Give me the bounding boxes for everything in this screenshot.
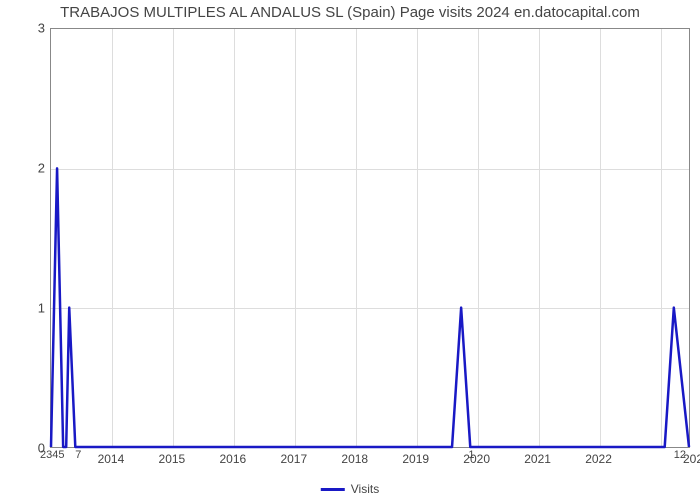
- x-tick-2016: 2016: [220, 452, 247, 466]
- chart-container: TRABAJOS MULTIPLES AL ANDALUS SL (Spain)…: [0, 0, 700, 500]
- x-tick-2017: 2017: [280, 452, 307, 466]
- point-label-1: 7: [75, 449, 81, 461]
- x-tick-2019: 2019: [402, 452, 429, 466]
- point-label-0: 2345: [40, 449, 64, 461]
- y-tick-3: 3: [5, 21, 45, 36]
- plot-area: 2345 7 1 12: [50, 28, 690, 448]
- y-tick-1: 1: [5, 301, 45, 316]
- line-chart-svg: [51, 29, 689, 447]
- x-tick-2015: 2015: [159, 452, 186, 466]
- x-tick-2018: 2018: [341, 452, 368, 466]
- legend-label: Visits: [351, 482, 379, 496]
- x-tick-2022: 2022: [585, 452, 612, 466]
- chart-title: TRABAJOS MULTIPLES AL ANDALUS SL (Spain)…: [0, 4, 700, 21]
- x-tick-right-edge: 202: [683, 452, 700, 466]
- x-tick-2014: 2014: [98, 452, 125, 466]
- legend: Visits: [321, 482, 379, 496]
- y-tick-2: 2: [5, 161, 45, 176]
- legend-swatch: [321, 488, 345, 491]
- x-tick-2021: 2021: [524, 452, 551, 466]
- series-line: [51, 168, 689, 447]
- x-tick-2020: 2020: [463, 452, 490, 466]
